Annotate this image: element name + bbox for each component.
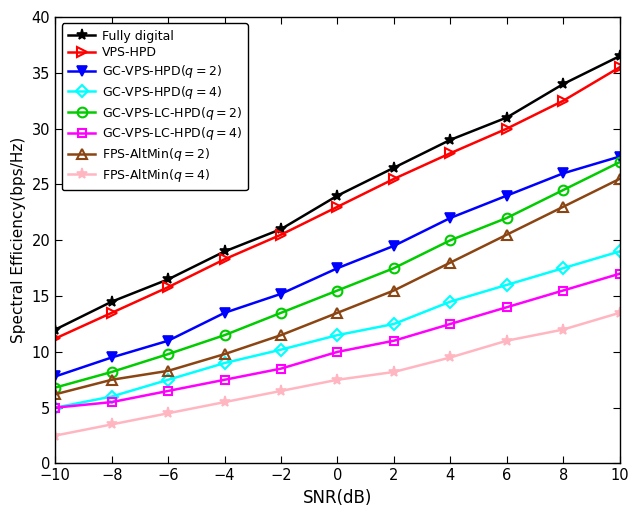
Legend: Fully digital, VPS-HPD, GC-VPS-HPD($q = 2$), GC-VPS-HPD($q = 4$), GC-VPS-LC-HPD(: Fully digital, VPS-HPD, GC-VPS-HPD($q = …	[61, 23, 248, 190]
Fully digital	[447, 137, 454, 143]
GC-VPS-LC-HPD($q = 4$)	[447, 321, 454, 327]
Fully digital	[164, 276, 172, 282]
GC-VPS-HPD($q = 4$)	[221, 360, 228, 366]
FPS-AltMin($q = 2$)	[503, 232, 511, 238]
GC-VPS-HPD($q = 2$)	[616, 153, 623, 160]
GC-VPS-LC-HPD($q = 4$)	[616, 271, 623, 277]
Line: VPS-HPD: VPS-HPD	[51, 63, 625, 343]
GC-VPS-HPD($q = 4$)	[51, 405, 59, 411]
VPS-HPD	[503, 125, 511, 132]
GC-VPS-LC-HPD($q = 2$)	[390, 265, 397, 271]
GC-VPS-LC-HPD($q = 2$)	[333, 287, 341, 294]
Line: FPS-AltMin($q = 4$): FPS-AltMin($q = 4$)	[50, 307, 625, 441]
GC-VPS-HPD($q = 2$)	[221, 310, 228, 316]
VPS-HPD	[277, 232, 285, 238]
VPS-HPD	[616, 64, 623, 70]
FPS-AltMin($q = 4$)	[221, 399, 228, 405]
Fully digital	[390, 165, 397, 171]
GC-VPS-HPD($q = 2$)	[277, 291, 285, 297]
GC-VPS-LC-HPD($q = 4$)	[333, 349, 341, 355]
GC-VPS-LC-HPD($q = 4$)	[390, 338, 397, 344]
GC-VPS-HPD($q = 4$)	[108, 393, 116, 399]
GC-VPS-HPD($q = 2$)	[447, 215, 454, 221]
FPS-AltMin($q = 4$)	[447, 354, 454, 361]
Line: GC-VPS-LC-HPD($q = 4$): GC-VPS-LC-HPD($q = 4$)	[51, 269, 624, 412]
FPS-AltMin($q = 2$)	[164, 368, 172, 374]
GC-VPS-HPD($q = 4$)	[503, 282, 511, 288]
Line: GC-VPS-HPD($q = 4$): GC-VPS-HPD($q = 4$)	[51, 247, 624, 412]
GC-VPS-HPD($q = 2$)	[559, 170, 567, 177]
GC-VPS-HPD($q = 4$)	[277, 347, 285, 353]
GC-VPS-HPD($q = 2$)	[503, 193, 511, 199]
GC-VPS-LC-HPD($q = 4$)	[559, 287, 567, 294]
GC-VPS-LC-HPD($q = 2$)	[221, 332, 228, 338]
VPS-HPD	[51, 335, 59, 341]
Y-axis label: Spectral Efficiency(bps/Hz): Spectral Efficiency(bps/Hz)	[11, 137, 26, 343]
FPS-AltMin($q = 4$)	[559, 326, 567, 333]
Fully digital	[503, 114, 511, 121]
Fully digital	[221, 248, 228, 254]
GC-VPS-LC-HPD($q = 2$)	[559, 187, 567, 193]
GC-VPS-LC-HPD($q = 4$)	[164, 388, 172, 394]
FPS-AltMin($q = 2$)	[108, 377, 116, 383]
GC-VPS-HPD($q = 4$)	[333, 332, 341, 338]
FPS-AltMin($q = 4$)	[390, 369, 397, 375]
Fully digital	[559, 81, 567, 87]
Line: GC-VPS-HPD($q = 2$): GC-VPS-HPD($q = 2$)	[51, 152, 625, 381]
GC-VPS-LC-HPD($q = 4$)	[108, 399, 116, 405]
FPS-AltMin($q = 4$)	[277, 388, 285, 394]
Fully digital	[51, 326, 59, 333]
GC-VPS-HPD($q = 4$)	[390, 321, 397, 327]
GC-VPS-HPD($q = 4$)	[616, 248, 623, 254]
Fully digital	[333, 193, 341, 199]
FPS-AltMin($q = 4$)	[108, 421, 116, 427]
FPS-AltMin($q = 2$)	[221, 351, 228, 357]
VPS-HPD	[164, 284, 172, 290]
FPS-AltMin($q = 2$)	[277, 332, 285, 338]
GC-VPS-LC-HPD($q = 2$)	[447, 237, 454, 243]
FPS-AltMin($q = 4$)	[333, 377, 341, 383]
GC-VPS-LC-HPD($q = 4$)	[221, 377, 228, 383]
GC-VPS-LC-HPD($q = 2$)	[108, 369, 116, 375]
VPS-HPD	[390, 176, 397, 182]
Fully digital	[277, 226, 285, 232]
GC-VPS-LC-HPD($q = 2$)	[51, 384, 59, 391]
GC-VPS-HPD($q = 2$)	[333, 265, 341, 271]
Line: GC-VPS-LC-HPD($q = 2$): GC-VPS-LC-HPD($q = 2$)	[51, 157, 625, 393]
GC-VPS-HPD($q = 2$)	[390, 243, 397, 249]
FPS-AltMin($q = 2$)	[616, 176, 623, 182]
GC-VPS-HPD($q = 2$)	[164, 338, 172, 344]
FPS-AltMin($q = 2$)	[447, 260, 454, 266]
GC-VPS-LC-HPD($q = 2$)	[616, 159, 623, 165]
FPS-AltMin($q = 2$)	[51, 391, 59, 397]
Line: Fully digital: Fully digital	[50, 51, 625, 335]
VPS-HPD	[221, 256, 228, 263]
GC-VPS-LC-HPD($q = 4$)	[51, 405, 59, 411]
GC-VPS-HPD($q = 4$)	[559, 265, 567, 271]
GC-VPS-LC-HPD($q = 4$)	[277, 366, 285, 372]
GC-VPS-HPD($q = 4$)	[164, 377, 172, 383]
GC-VPS-LC-HPD($q = 2$)	[277, 310, 285, 316]
VPS-HPD	[559, 98, 567, 104]
Line: FPS-AltMin($q = 2$): FPS-AltMin($q = 2$)	[51, 174, 625, 399]
FPS-AltMin($q = 4$)	[51, 433, 59, 439]
FPS-AltMin($q = 2$)	[559, 204, 567, 210]
FPS-AltMin($q = 4$)	[503, 338, 511, 344]
FPS-AltMin($q = 4$)	[616, 310, 623, 316]
Fully digital	[108, 298, 116, 305]
GC-VPS-HPD($q = 4$)	[447, 298, 454, 305]
GC-VPS-HPD($q = 2$)	[108, 354, 116, 361]
GC-VPS-LC-HPD($q = 2$)	[503, 215, 511, 221]
X-axis label: SNR(dB): SNR(dB)	[303, 489, 372, 507]
FPS-AltMin($q = 2$)	[390, 287, 397, 294]
GC-VPS-LC-HPD($q = 4$)	[503, 304, 511, 310]
GC-VPS-LC-HPD($q = 2$)	[164, 351, 172, 357]
VPS-HPD	[447, 150, 454, 156]
Fully digital	[616, 53, 623, 59]
VPS-HPD	[108, 310, 116, 316]
FPS-AltMin($q = 2$)	[333, 310, 341, 316]
GC-VPS-HPD($q = 2$)	[51, 373, 59, 380]
FPS-AltMin($q = 4$)	[164, 410, 172, 416]
VPS-HPD	[333, 204, 341, 210]
